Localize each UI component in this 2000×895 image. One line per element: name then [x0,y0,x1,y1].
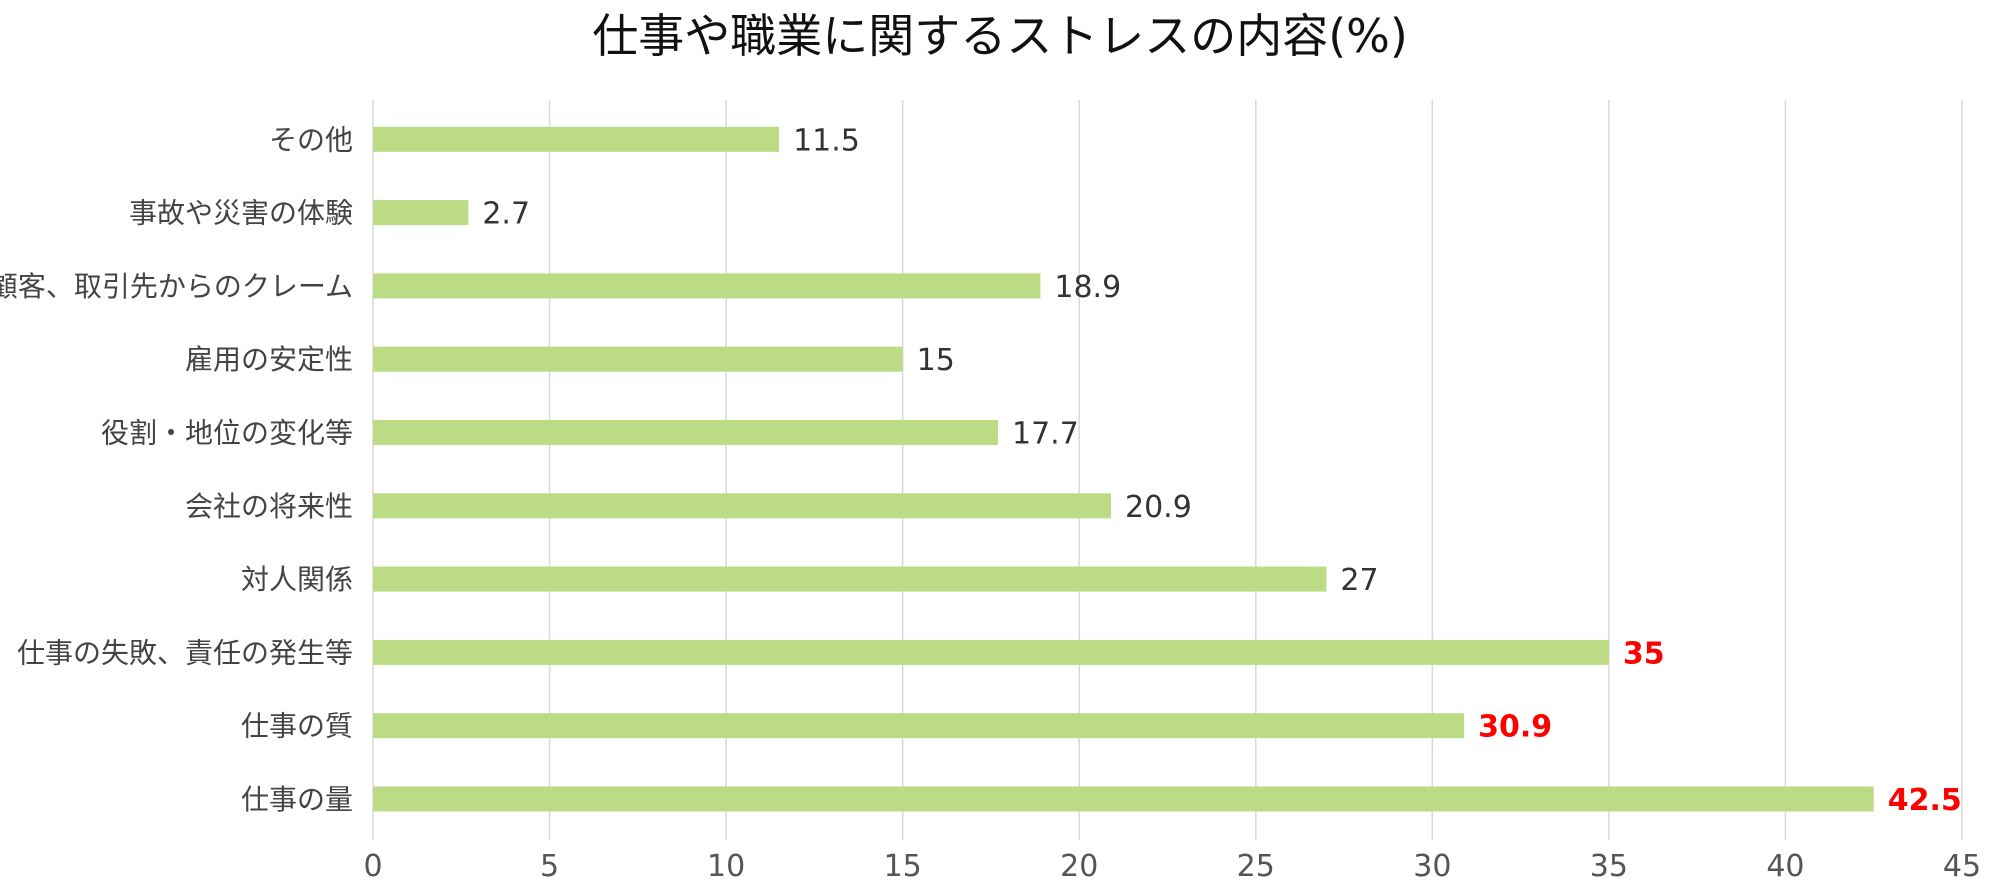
data-label: 15 [917,343,955,378]
bar [373,273,1041,299]
y-axis-categories: 仕事の量 仕事の質 仕事の失敗、責任の発生等 対人関係 会社の将来性 役割・地位の変化等 雇… [0,123,353,816]
data-label: 42.5 [1888,783,1962,818]
data-label: 11.5 [793,123,860,158]
data-labels: 42.5 30.9 35 27 20.9 17.7 15 18.9 2.7 11.5 [482,123,1961,818]
data-label: 30.9 [1478,710,1552,745]
data-label: 18.9 [1054,270,1121,305]
bar [373,566,1327,592]
category-label: 雇用の安定性 [185,343,353,376]
bar [373,713,1465,739]
category-label: 仕事の質 [241,710,353,743]
x-tick-label: 35 [1590,849,1628,884]
category-label: 顧客、取引先からのクレーム [0,270,353,303]
category-label: 仕事の量 [241,783,353,816]
data-label: 17.7 [1012,417,1079,452]
x-tick-label: 5 [540,849,559,884]
x-tick-label: 15 [884,849,922,884]
bar [373,420,999,445]
chart-title: 仕事や職業に関するストレスの内容(%) [592,9,1408,63]
bar [373,639,1609,665]
bar [373,786,1874,812]
x-tick-label: 30 [1413,849,1451,884]
category-label: 対人関係 [241,563,353,596]
data-label: 20.9 [1125,490,1192,525]
category-label: 事故や災害の体験 [129,197,353,230]
x-tick-label: 40 [1766,849,1804,884]
bar [373,126,780,152]
x-axis-ticks: 0 5 10 15 20 25 30 35 40 45 [363,849,1981,884]
bar [373,493,1112,519]
data-label: 2.7 [482,197,530,232]
x-tick-label: 45 [1943,849,1981,884]
category-label: その他 [269,123,353,156]
category-label: 仕事の失敗、責任の発生等 [17,636,353,669]
x-tick-label: 20 [1060,849,1098,884]
bar-layer [373,126,1874,812]
bar [373,200,469,226]
category-label: 役割・地位の変化等 [101,417,353,450]
data-label: 27 [1340,563,1378,598]
x-tick-label: 25 [1237,849,1275,884]
category-label: 会社の将来性 [185,490,353,523]
grid-layer [372,100,1963,840]
x-tick-label: 10 [707,849,745,884]
data-label: 35 [1623,636,1665,671]
x-tick-label: 0 [363,849,382,884]
bar [373,346,903,372]
